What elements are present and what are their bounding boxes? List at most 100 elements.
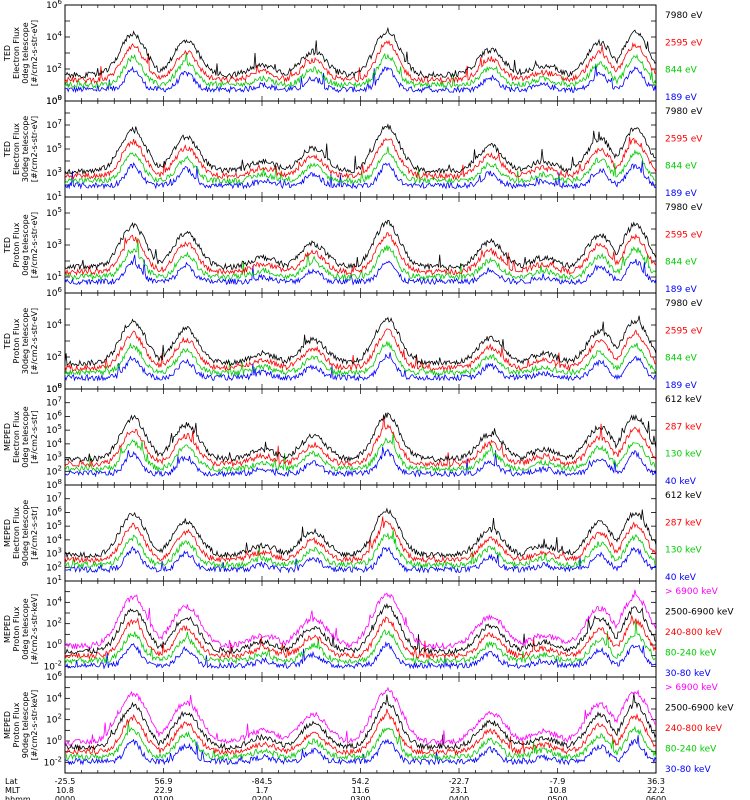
x-tick-lat: 56.9 bbox=[155, 777, 173, 786]
series-trace bbox=[64, 708, 657, 756]
panel-frame bbox=[64, 196, 657, 294]
series-trace bbox=[64, 641, 657, 670]
x-tick-hhmm: 0400 bbox=[449, 795, 469, 800]
legend-entry: 189 eV bbox=[665, 93, 698, 103]
legend-entry: > 6900 keV bbox=[665, 587, 719, 597]
x-tick-mlt: 22.2 bbox=[647, 786, 665, 795]
x-tick-lat: -25.5 bbox=[55, 777, 76, 786]
series-trace bbox=[64, 64, 657, 94]
series-trace bbox=[64, 516, 657, 564]
series-trace bbox=[64, 52, 657, 89]
legend-entry: 2595 eV bbox=[665, 134, 703, 144]
y-tick-label: 106 bbox=[46, 286, 62, 299]
y-tick-label: 104 bbox=[46, 533, 62, 546]
x-axis-row-label: MLT bbox=[5, 786, 20, 795]
legend-entry: 2595 eV bbox=[665, 230, 703, 240]
legend-entry: 2500-6900 keV bbox=[665, 608, 734, 618]
x-tick-mlt: 1.7 bbox=[256, 786, 269, 795]
panel-frame bbox=[64, 484, 657, 582]
legend-entry: 80-240 keV bbox=[665, 745, 717, 755]
series-trace bbox=[64, 414, 657, 468]
x-tick-hhmm: 0100 bbox=[153, 795, 173, 800]
y-axis-label: TED bbox=[3, 237, 12, 254]
y-tick-label: 105 bbox=[46, 519, 62, 532]
y-tick-label: 108 bbox=[46, 478, 62, 491]
series-trace bbox=[64, 615, 657, 661]
series-trace bbox=[64, 160, 657, 190]
series-trace bbox=[64, 238, 657, 281]
legend-entry: 30-80 keV bbox=[665, 765, 711, 775]
x-tick-hhmm: 0300 bbox=[350, 795, 370, 800]
x-tick-lat: -22.7 bbox=[449, 777, 470, 786]
series-trace bbox=[64, 136, 657, 181]
series-trace bbox=[64, 254, 657, 286]
y-tick-label: 104 bbox=[46, 318, 62, 331]
series-trace bbox=[64, 123, 656, 176]
y-axis-label: [#/cm2-s-str-eV] bbox=[30, 116, 39, 182]
legend-entry: > 6900 keV bbox=[665, 683, 719, 693]
y-tick-label: 106 bbox=[46, 409, 62, 422]
series-trace bbox=[64, 315, 657, 367]
y-axis-label: 0deg telescope bbox=[21, 214, 30, 275]
series-trace bbox=[64, 328, 657, 372]
legend-entry: 40 keV bbox=[665, 477, 697, 487]
x-tick-mlt: 11.6 bbox=[352, 786, 370, 795]
legend-entry: 130 keV bbox=[665, 450, 702, 460]
legend-entry: 287 keV bbox=[665, 518, 702, 528]
x-tick-lat: -84.5 bbox=[252, 777, 273, 786]
legend-entry: 40 keV bbox=[665, 573, 697, 583]
legend-entry: 240-800 keV bbox=[665, 628, 723, 638]
y-axis-label: 90deg telescope bbox=[21, 500, 30, 567]
y-axis-label: Electron Flux bbox=[12, 123, 21, 175]
legend-entry: 189 eV bbox=[665, 381, 698, 391]
y-axis-label: Proton Flux bbox=[12, 222, 21, 267]
y-tick-label: 109 bbox=[46, 94, 62, 107]
y-tick-label: 104 bbox=[46, 595, 62, 608]
y-tick-label: 108 bbox=[46, 382, 62, 395]
x-tick-mlt: 23.1 bbox=[450, 786, 468, 795]
y-axis-label: [#/cm2-s-str] bbox=[30, 410, 39, 463]
y-tick-label: 101 bbox=[46, 270, 62, 283]
y-tick-label: 107 bbox=[46, 118, 62, 131]
y-axis-label: [#/cm2-s-str] bbox=[30, 506, 39, 559]
y-axis-label: Electron Flux bbox=[12, 507, 21, 559]
legend-entry: 2595 eV bbox=[665, 326, 703, 336]
y-tick-label: 101 bbox=[46, 574, 62, 587]
panel-frame bbox=[64, 580, 657, 678]
y-axis-label: Electron Flux bbox=[12, 411, 21, 463]
series-trace bbox=[64, 589, 657, 650]
panel-1: 100 102 104 106 TED Electron Flux 0deg telesco… bbox=[3, 0, 703, 107]
legend-entry: 240-800 keV bbox=[665, 724, 723, 734]
y-axis-label: 90deg telescope bbox=[21, 692, 30, 759]
y-tick-label: 100 bbox=[46, 94, 62, 107]
series-trace bbox=[64, 446, 657, 478]
legend-entry: 189 eV bbox=[665, 285, 698, 295]
y-axis-label: Proton Flux bbox=[12, 318, 21, 363]
y-tick-label: 103 bbox=[46, 547, 62, 560]
y-axis-label: Proton Flux bbox=[12, 606, 21, 651]
panel-3: 101 103 105 TED Proton Flux 0deg telescope [#/… bbox=[3, 196, 703, 295]
legend-entry: 287 keV bbox=[665, 422, 702, 432]
y-axis-label: [#/cm2-s-str-eV] bbox=[30, 308, 39, 374]
y-tick-label: 104 bbox=[46, 30, 62, 43]
series-trace bbox=[65, 507, 657, 559]
y-axis-label: MEPED bbox=[3, 423, 12, 451]
series-trace bbox=[64, 39, 657, 84]
y-axis-label: Electron Flux bbox=[12, 27, 21, 79]
series-trace bbox=[64, 735, 657, 766]
y-tick-label: 106 bbox=[46, 0, 62, 11]
series-trace bbox=[64, 619, 657, 665]
series-trace bbox=[64, 529, 657, 569]
legend-entry: 2595 eV bbox=[665, 38, 703, 48]
legend-entry: 612 keV bbox=[665, 395, 702, 405]
series-trace bbox=[64, 545, 657, 574]
series-trace bbox=[64, 720, 657, 761]
y-tick-label: 106 bbox=[46, 670, 62, 683]
y-axis-label: MEPED bbox=[3, 519, 12, 547]
series-trace bbox=[64, 341, 657, 377]
panel-4: 100 102 104 106 TED Proton Flux 30deg telescop… bbox=[3, 286, 703, 395]
y-tick-label: 103 bbox=[46, 166, 62, 179]
y-axis-label: Proton Flux bbox=[12, 702, 21, 747]
